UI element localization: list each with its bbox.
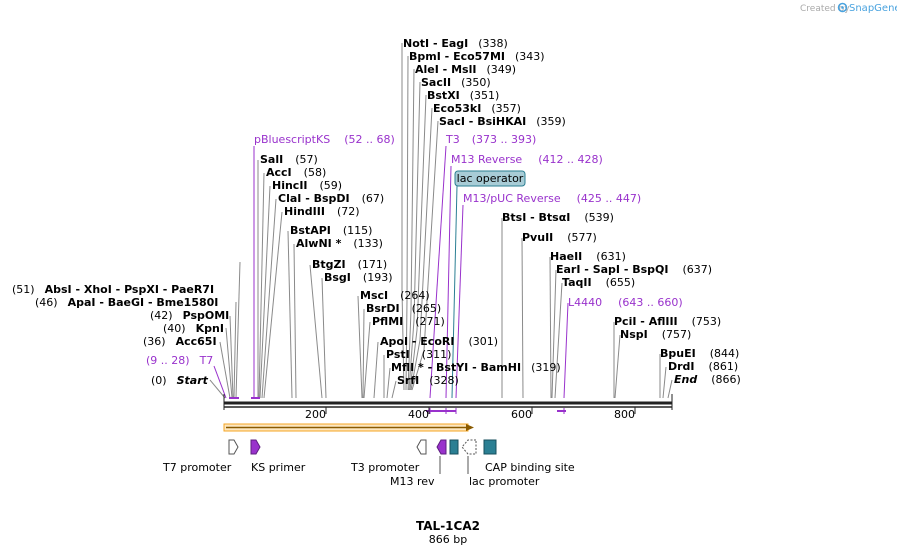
site-label-pvuii[interactable]: PvuII (577) [522,231,597,244]
site-label-msci[interactable]: MscI (264) [360,289,430,302]
site-label-bstxi[interactable]: BstXI (351) [427,89,499,102]
tick-label-800: 800 [614,408,635,421]
m13-rev-arrow[interactable] [436,439,447,455]
sequence-backbone [223,394,673,410]
site-label-alwni[interactable]: AlwNI * (133) [296,237,383,250]
primer-label-l4440[interactable]: L4440 (643 .. 660) [568,296,683,309]
site-label-mfli-bamhi[interactable]: MflI * - BstYI - BamHI (319) [391,361,561,374]
lac-operator-badge[interactable]: lac operator [454,170,526,187]
feature-label-cap-binding-site: CAP binding site [485,461,575,474]
ks-primer-arrow[interactable] [250,439,261,455]
site-label-noti-eagi[interactable]: NotI - EagI (338) [403,37,508,50]
primer-ticks [429,408,565,414]
site-label-srfi[interactable]: SrfI (328) [397,374,459,387]
site-label-apoi-ecori[interactable]: ApoI - EcoRI (301) [380,335,498,348]
construct-length: 866 bp [429,533,467,546]
site-label-sali[interactable]: SalI (57) [260,153,318,166]
site-label-haeii[interactable]: HaeII (631) [550,250,626,263]
site-label-eco53ki[interactable]: Eco53kI (357) [433,102,521,115]
construct-title: TAL-1CA2 [416,519,480,533]
site-label-start[interactable]: (0) Start [151,374,209,387]
site-label-psti[interactable]: PstI (311) [386,348,451,361]
feature-connectors [439,456,469,474]
site-label-clai[interactable]: ClaI - BspDI (67) [278,192,384,205]
site-label-pflmi[interactable]: PflMI (271) [372,315,445,328]
snapgene-brand: SnapGene [849,3,897,14]
axis-ticks [325,407,636,414]
lac-operator-connector [451,185,458,399]
created-by-text: Created by [800,4,850,14]
site-label-hincii[interactable]: HincII (59) [272,179,342,192]
site-label-bsrdi[interactable]: BsrDI (265) [366,302,441,315]
site-label-alei[interactable]: AleI - MslI (349) [415,63,516,76]
feature-label-t7-promoter: T7 promoter [162,461,232,474]
feature-label-ks-primer: KS primer [251,461,306,474]
site-label-kpni[interactable]: (40) KpnI [163,322,224,335]
tick-label-200: 200 [305,408,326,421]
site-label-eari[interactable]: EarI - SapI - BspQI (637) [556,263,712,276]
site-label-nspi[interactable]: NspI (757) [620,328,691,341]
tick-label-400: 400 [408,408,429,421]
site-label-saci[interactable]: SacI - BsiHKAI (359) [439,115,566,128]
site-label-sacii[interactable]: SacII (350) [421,76,491,89]
t7-promoter-arrow[interactable] [228,439,239,455]
feature-label-t3-promoter: T3 promoter [350,461,420,474]
site-connector-lines [209,43,673,399]
primer-label-pbluescriptks[interactable]: pBluescriptKS (52 .. 68) [254,133,395,146]
site-label-hindiii[interactable]: HindIII (72) [284,205,360,218]
lac-operator-box[interactable] [449,439,459,455]
primer-connector-lines [213,145,569,399]
site-label-btgzi[interactable]: BtgZI (171) [312,258,387,271]
site-label-bstapi[interactable]: BstAPI (115) [290,224,372,237]
site-label-end[interactable]: End (866) [674,373,741,386]
site-label-taqii[interactable]: TaqII (655) [562,276,635,289]
site-label-bpmi[interactable]: BpmI - Eco57MI (343) [409,50,545,63]
cap-binding-site-box[interactable] [483,439,497,455]
site-label-pspomi[interactable]: (42) PspOMI [150,309,229,322]
tick-label-600: 600 [511,408,532,421]
primer-label-m13-reverse[interactable]: M13 Reverse (412 .. 428) [451,153,603,166]
site-label-drdi[interactable]: DrdI (861) [668,360,738,373]
site-label-btsi[interactable]: BtsI - BtsαI (539) [502,211,614,224]
feature-label-m13-rev: M13 rev [390,475,435,488]
site-label-acci[interactable]: AccI (58) [266,166,326,179]
primer-marks [229,397,566,412]
site-label-acc65i[interactable]: (36) Acc65I [143,335,217,348]
lac-promoter-arrow[interactable] [461,439,477,455]
snapgene-logo-icon [837,2,848,13]
site-label-bpuei[interactable]: BpuEI (844) [660,347,739,360]
orf-arrow[interactable] [223,423,474,432]
primer-label-t7[interactable]: (9 .. 28) T7 [146,354,213,367]
lac-operator-label: lac operator [457,172,524,185]
primer-label-m13-puc-reverse[interactable]: M13/pUC Reverse (425 .. 447) [463,192,641,205]
t3-promoter-arrow[interactable] [416,439,427,455]
site-label-apai[interactable]: (46) ApaI - BaeGI - Bme1580I [35,296,218,309]
feature-label-lac-promoter: lac promoter [469,475,540,488]
site-label-pcii[interactable]: PciI - AflIII (753) [614,315,721,328]
site-label-absi-xhoi[interactable]: (51) AbsI - XhoI - PspXI - PaeR7I [12,283,214,296]
site-label-bsgi[interactable]: BsgI (193) [324,271,393,284]
primer-label-t3[interactable]: T3 (373 .. 393) [445,133,536,146]
